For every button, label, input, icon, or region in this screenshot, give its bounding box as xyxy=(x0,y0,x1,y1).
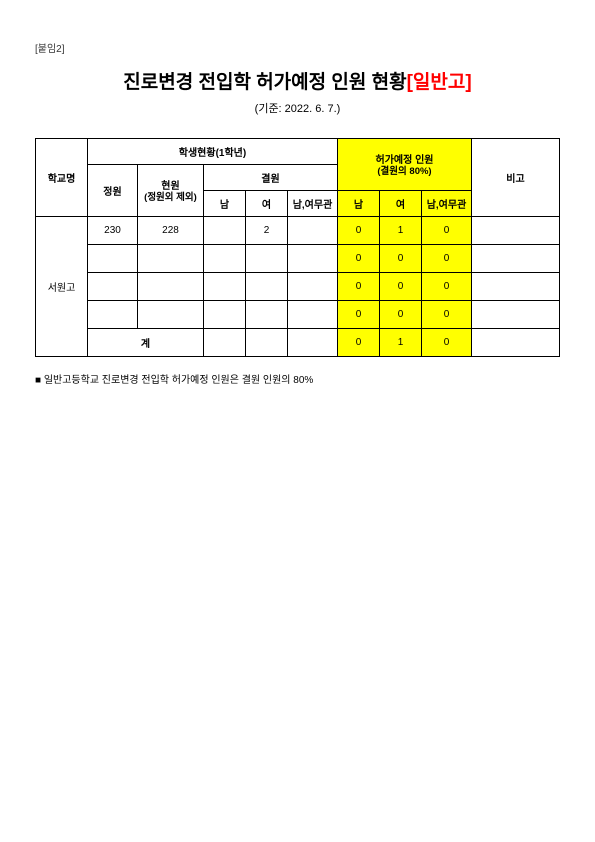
cell-approved-male: 0 xyxy=(338,217,380,245)
cell-approved-male: 0 xyxy=(338,245,380,273)
col-quota: 정원 xyxy=(88,165,138,217)
cell-vacancy-any xyxy=(288,329,338,357)
col-approved-male: 남 xyxy=(338,191,380,217)
cell-quota: 230 xyxy=(88,217,138,245)
current-sub: (정원외 제외) xyxy=(138,192,203,204)
table-row: 0 0 0 xyxy=(36,245,560,273)
title-main: 진로변경 전입학 허가예정 인원 현황 xyxy=(123,72,406,93)
cell-total-label: 계 xyxy=(88,329,204,357)
cell-vacancy-female xyxy=(246,245,288,273)
cell-vacancy-male xyxy=(204,245,246,273)
col-approved-any: 남,여무관 xyxy=(422,191,472,217)
cell-approved-male: 0 xyxy=(338,329,380,357)
cell-vacancy-male xyxy=(204,273,246,301)
cell-approved-male: 0 xyxy=(338,301,380,329)
cell-approved-female: 1 xyxy=(380,329,422,357)
col-school: 학교명 xyxy=(36,139,88,217)
cell-vacancy-female: 2 xyxy=(246,217,288,245)
cell-current: 228 xyxy=(138,217,204,245)
page-title: 진로변경 전입학 허가예정 인원 현황[일반고] xyxy=(35,67,560,94)
cell-current xyxy=(138,273,204,301)
current-label: 현원 xyxy=(138,177,203,192)
cell-approved-female: 0 xyxy=(380,245,422,273)
cell-approved-male: 0 xyxy=(338,273,380,301)
cell-current xyxy=(138,301,204,329)
cell-approved-female: 1 xyxy=(380,217,422,245)
cell-vacancy-any xyxy=(288,301,338,329)
cell-remark xyxy=(472,301,560,329)
cell-quota xyxy=(88,245,138,273)
cell-vacancy-any xyxy=(288,217,338,245)
table-row: 서원고 230 228 2 0 1 0 xyxy=(36,217,560,245)
cell-vacancy-any xyxy=(288,273,338,301)
cell-vacancy-male xyxy=(204,217,246,245)
annex-label: [붙임2] xyxy=(35,40,560,55)
document-page: [붙임2] 진로변경 전입학 허가예정 인원 현황[일반고] (기준: 2022… xyxy=(0,0,595,426)
cell-vacancy-female xyxy=(246,329,288,357)
cell-approved-any: 0 xyxy=(422,273,472,301)
status-table: 학교명 학생현황(1학년) 허가예정 인원 (결원의 80%) 비고 정원 현원… xyxy=(35,138,560,357)
cell-remark xyxy=(472,245,560,273)
col-remark: 비고 xyxy=(472,139,560,217)
cell-approved-female: 0 xyxy=(380,301,422,329)
approved-label: 허가예정 인원 xyxy=(338,151,471,166)
col-vacancy-male: 남 xyxy=(204,191,246,217)
col-approved: 허가예정 인원 (결원의 80%) xyxy=(338,139,472,191)
cell-approved-female: 0 xyxy=(380,273,422,301)
table-row: 0 0 0 xyxy=(36,273,560,301)
cell-current xyxy=(138,245,204,273)
cell-approved-any: 0 xyxy=(422,329,472,357)
table-row: 0 0 0 xyxy=(36,301,560,329)
cell-quota xyxy=(88,273,138,301)
col-vacancy-female: 여 xyxy=(246,191,288,217)
cell-vacancy-female xyxy=(246,273,288,301)
col-current: 현원 (정원외 제외) xyxy=(138,165,204,217)
cell-remark xyxy=(472,329,560,357)
cell-approved-any: 0 xyxy=(422,301,472,329)
cell-quota xyxy=(88,301,138,329)
cell-approved-any: 0 xyxy=(422,217,472,245)
cell-vacancy-male xyxy=(204,301,246,329)
cell-approved-any: 0 xyxy=(422,245,472,273)
col-vacancy-any: 남,여무관 xyxy=(288,191,338,217)
cell-remark xyxy=(472,273,560,301)
table-header-row: 학교명 학생현황(1학년) 허가예정 인원 (결원의 80%) 비고 xyxy=(36,139,560,165)
col-vacancy: 결원 xyxy=(204,165,338,191)
footnote: ■ 일반고등학교 진로변경 전입학 허가예정 인원은 결원 인원의 80% xyxy=(35,371,560,386)
title-suffix: [일반고] xyxy=(407,72,472,93)
table-total-row: 계 0 1 0 xyxy=(36,329,560,357)
approved-sub: (결원의 80%) xyxy=(338,166,471,178)
col-approved-female: 여 xyxy=(380,191,422,217)
cell-vacancy-any xyxy=(288,245,338,273)
cell-remark xyxy=(472,217,560,245)
cell-vacancy-female xyxy=(246,301,288,329)
page-subtitle: (기준: 2022. 6. 7.) xyxy=(35,100,560,116)
col-student-status: 학생현황(1학년) xyxy=(88,139,338,165)
cell-school-name: 서원고 xyxy=(36,217,88,357)
cell-vacancy-male xyxy=(204,329,246,357)
